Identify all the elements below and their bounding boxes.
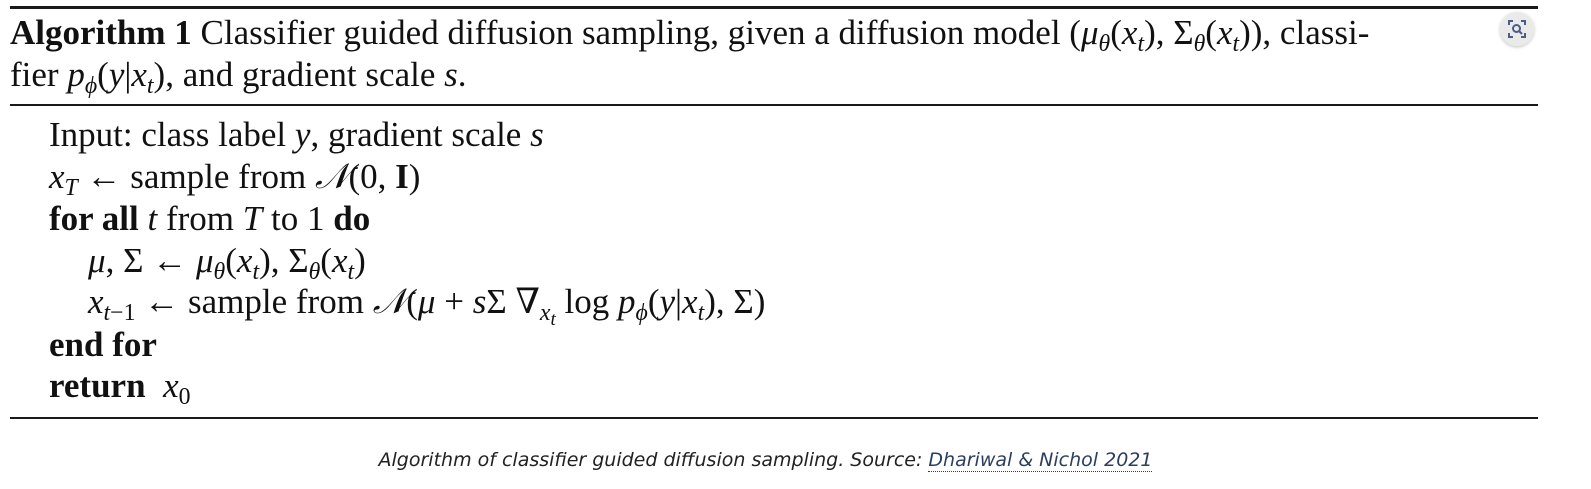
header-line2-rest: , and gradient scale	[165, 55, 436, 94]
update-params-line: μ, Σ ← μθ(xt), Σθ(xt)	[88, 240, 366, 285]
bottom-rule	[10, 416, 1538, 419]
header-line-2: fier pϕ(y|xt), and gradient scale s.	[10, 54, 1540, 100]
algorithm-block: Algorithm 1 Classifier guided diffusion …	[10, 6, 1540, 419]
header-line2-text: fier	[10, 55, 59, 94]
header-title: Classifier guided diffusion sampling, gi…	[200, 13, 1061, 52]
init-line: xT ← sample from 𝒩(0, I)	[49, 156, 421, 201]
header-line2-end: .	[457, 55, 467, 94]
header-line-1: Algorithm 1 Classifier guided diffusion …	[10, 12, 1540, 58]
image-search-button[interactable]	[1500, 12, 1534, 46]
return-line: return x0	[49, 366, 191, 411]
algorithm-number: Algorithm 1	[10, 13, 192, 52]
figure-caption: Algorithm of classifier guided diffusion…	[0, 449, 1531, 472]
input-line: Input: class label y, gradient scale s	[49, 115, 544, 154]
header-model-math: (μθ(xt), Σθ(xt)), classi-	[1069, 13, 1370, 58]
header-classifier-math: pϕ(y|xt)	[67, 55, 166, 100]
header-scale-var: s	[444, 55, 458, 94]
loop-start-line: for all t from T to 1 do	[49, 199, 371, 238]
caption-text: Algorithm of classifier guided diffusion…	[378, 449, 929, 471]
middle-rule	[10, 104, 1538, 106]
top-rule	[10, 6, 1538, 9]
algorithm-body: Input: class label y, gradient scale s x…	[10, 106, 1540, 417]
loop-end-line: end for	[49, 324, 157, 364]
sample-step-line: xt−1 ← sample from 𝒩(μ + sΣ ∇xt log pϕ(y…	[88, 282, 766, 330]
algorithm-header: Algorithm 1 Classifier guided diffusion …	[10, 9, 1540, 104]
source-link[interactable]: Dhariwal & Nichol 2021	[928, 449, 1153, 472]
image-search-icon	[1508, 20, 1526, 38]
